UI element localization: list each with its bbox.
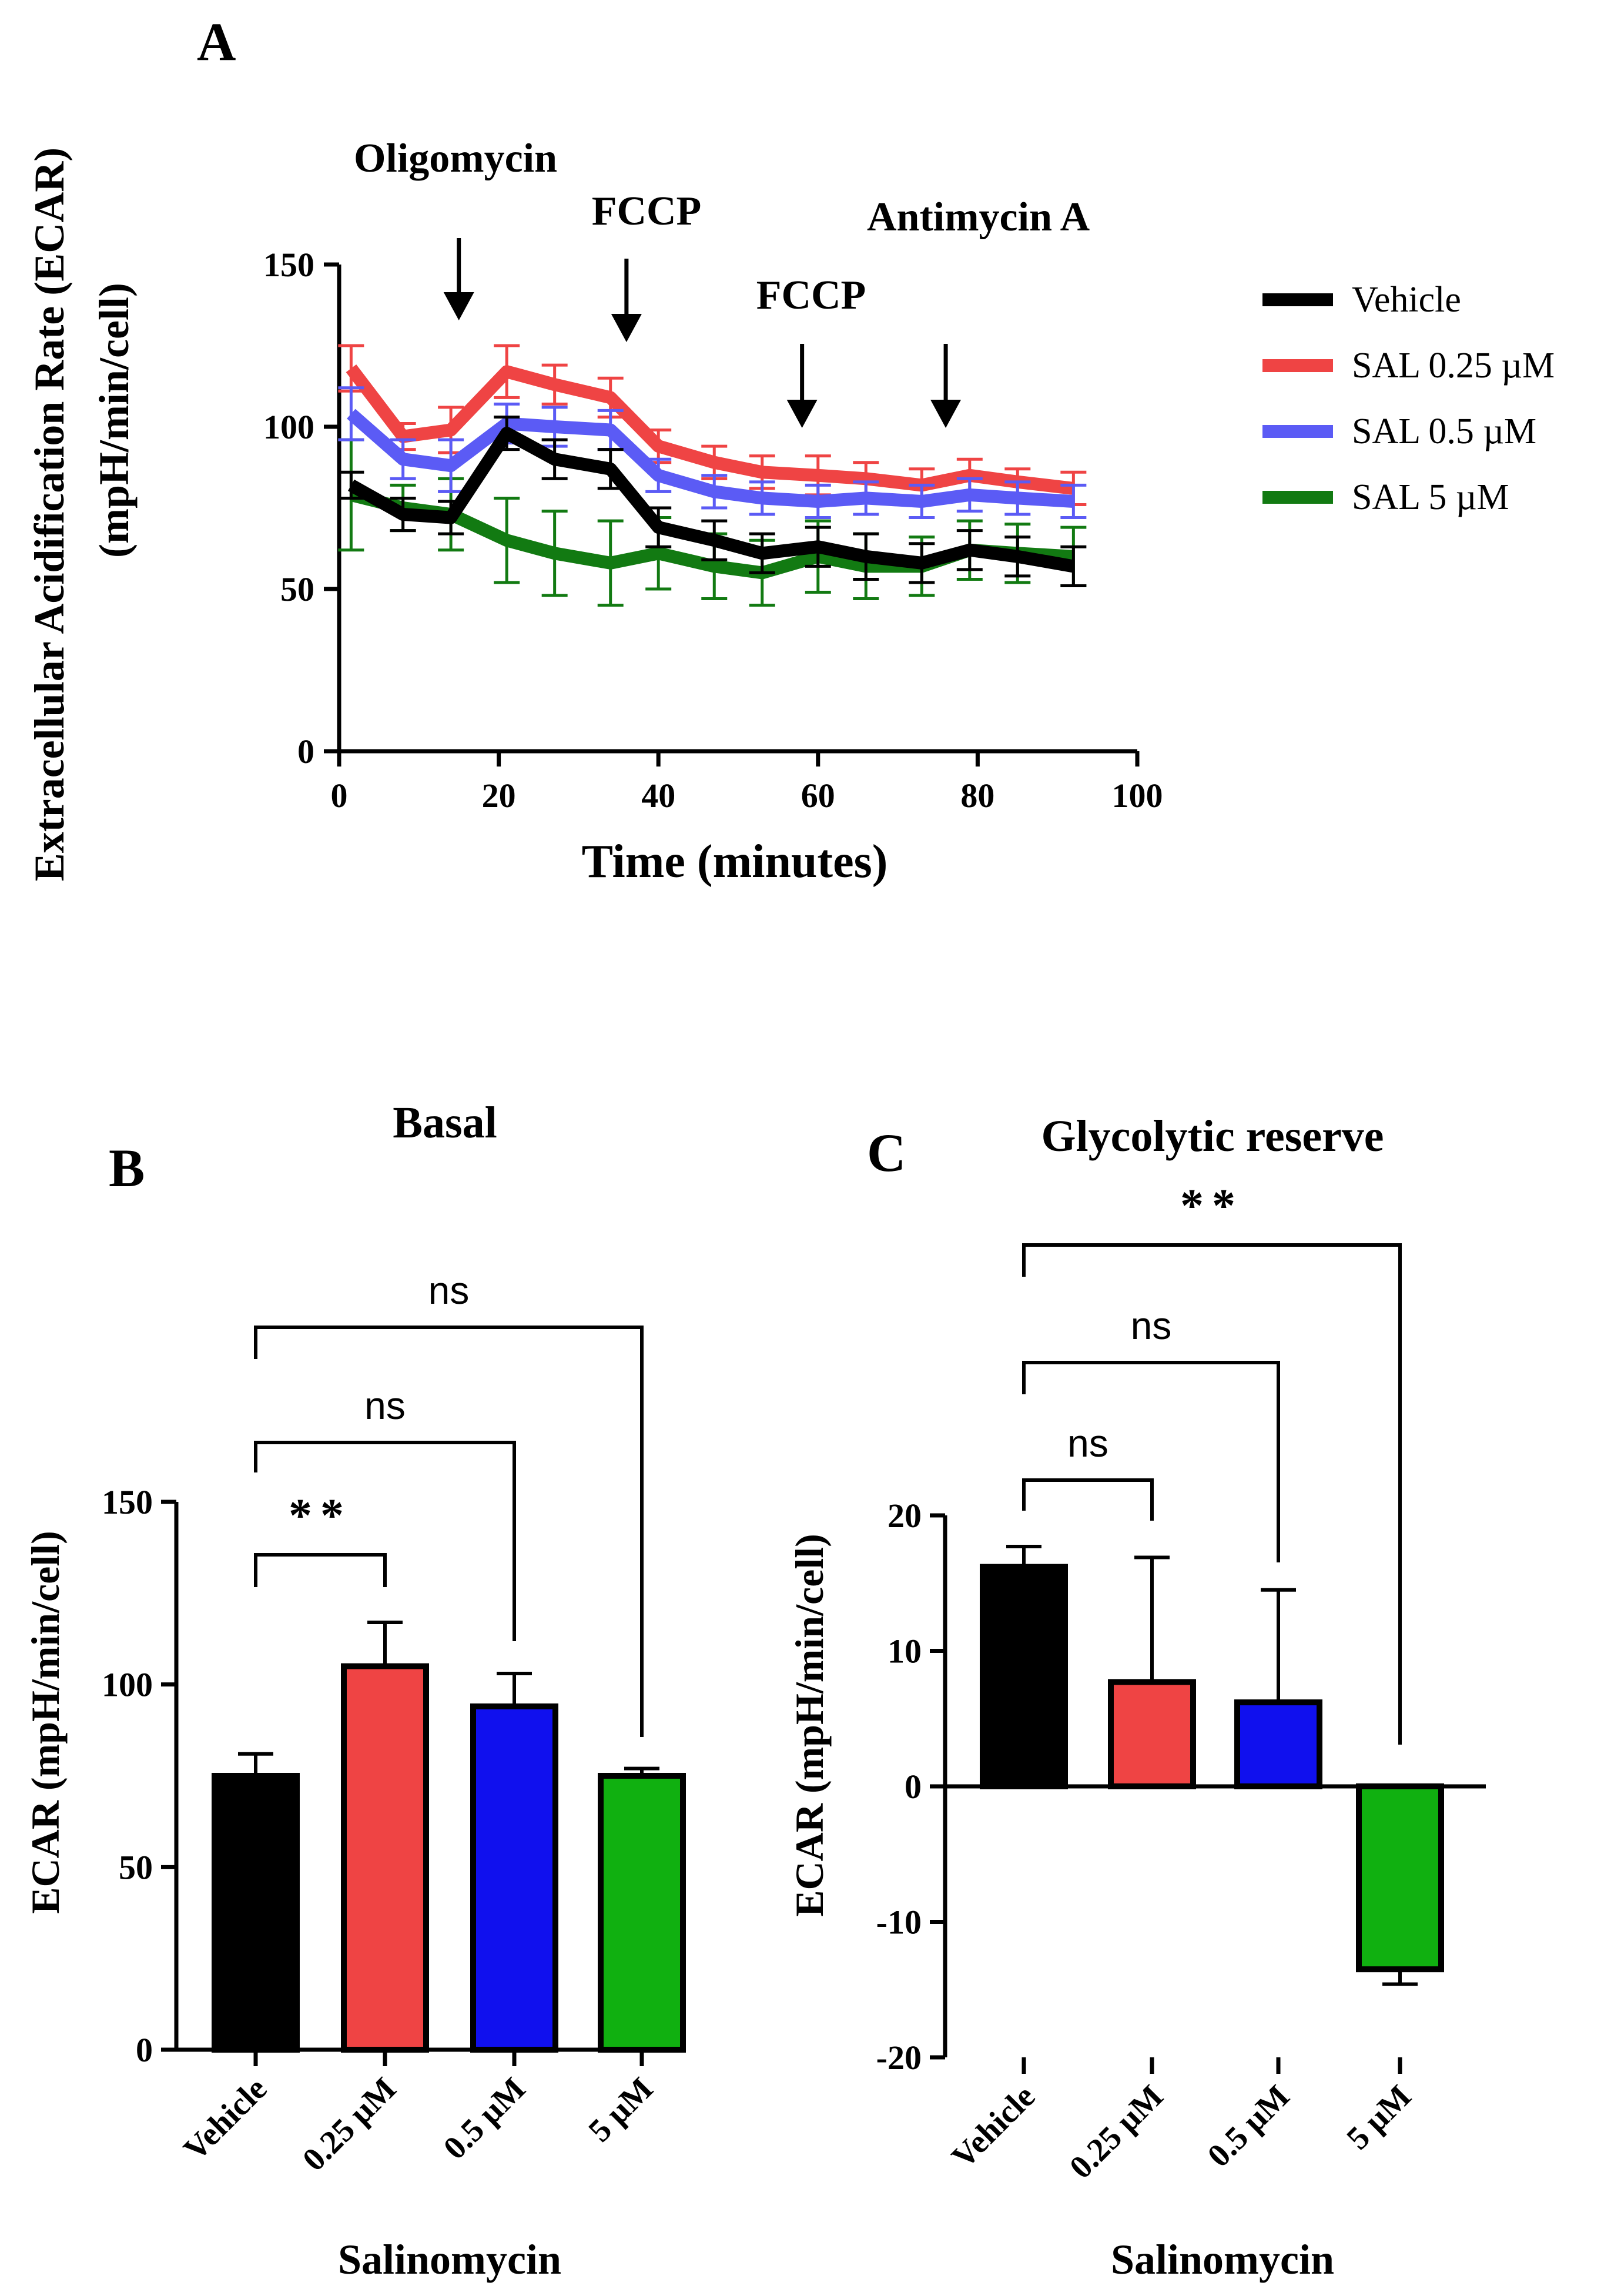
panel-a-x-tick-label: 20 [482,777,516,815]
panel-b-significance-label: ** [289,1490,352,1542]
panel-b-y-axis-label: ECAR (mpH/min/cell) [23,1531,68,1914]
panel-c-x-tick-label: 0.5 µM [1201,2078,1297,2174]
panel-b-significance-bracket [254,1441,516,1641]
panel-a-annotation-label: FCCP [756,273,866,318]
panel-a-x-tick-label: 80 [960,777,994,815]
panel-a-y-tick-label: 150 [263,246,314,284]
panel-a-series-2-line [347,409,1074,508]
panel-c-significance-label: ns [1131,1304,1172,1347]
panel-a-legend-label: SAL 0.25 µM [1352,346,1555,386]
panel-c-significance-bracket [1022,1243,1402,1745]
panel-b-title: Basal [393,1098,497,1147]
panel-c-x-tick-label: 0.25 µM [1063,2078,1170,2185]
panel-b-x-tick-label: Vehicle [177,2070,274,2168]
panel-c-x-tick-label: Vehicle [945,2078,1043,2175]
panel-a-x-tick-label: 0 [331,777,348,815]
panel-c-significance-bracket [1022,1478,1154,1521]
panel-c-x-axis-label: Salinomycin [1111,2236,1334,2283]
panel-a-x-axis-label: Time (minutes) [582,836,888,888]
panel-c-significance-label: ns [1067,1421,1108,1465]
panel-c-y-tick-label: -20 [876,2039,922,2077]
panel-label-a: A [197,12,236,72]
panel-b-x-axis-label: Salinomycin [338,2236,561,2283]
panel-a-legend-label: SAL 0.5 µM [1352,411,1536,451]
panel-label-c: C [867,1123,906,1183]
panel-a-arrow-head [443,292,474,320]
panel-b-bar [598,1773,686,2053]
panel-a-y-tick-label: 100 [263,408,314,446]
panel-c-bar [980,1564,1068,1790]
panel-c-y-axis-label: ECAR (mpH/min/cell) [787,1534,832,1917]
panel-a-arrow-head [786,400,818,428]
panel-b-significance-label: ns [364,1384,406,1427]
panel-a-y-axis-label-line1: Extracellular Acidification Rate (ECAR) [26,148,73,881]
panel-a-x-tick-label: 100 [1112,777,1163,815]
panel-a-annotation-label: Oligomycin [354,136,557,181]
panel-c-y-tick-label: -10 [876,1903,922,1942]
panel-b-significance-label: ns [428,1269,470,1312]
panel-a-x-tick-label: 60 [801,777,835,815]
panel-c-y-tick-label: 0 [905,1768,922,1806]
panel-a-legend-label: Vehicle [1352,280,1461,320]
panel-c-y-tick-label: 10 [887,1632,922,1671]
panel-b-bar-chart: 0 50 100 150 Vehicle 0.25 µM 0.5 µM 5 µM ** ns ns [102,1269,686,2178]
panel-b-x-tick-label: 0.5 µM [437,2070,532,2166]
panel-a-legend-label: SAL 5 µM [1352,477,1509,517]
panel-a-annotation-label: Antimycin A [867,195,1090,240]
panel-b-x-tick-label: 0.25 µM [296,2070,403,2178]
panel-b-y-tick-label: 50 [119,1848,153,1886]
panel-b-bar [212,1773,300,2053]
panel-c-significance-label: ** [1180,1180,1244,1232]
panel-b-bar [470,1703,558,2053]
panel-a-series-1-line [346,364,1074,495]
panel-c-x-tick-label: 5 µM [1339,2078,1418,2157]
panel-c-bar [1234,1699,1322,1790]
panel-c-bar [1356,1783,1444,1973]
panel-b-x-tick-label: 5 µM [581,2070,660,2149]
panel-c-title: Glycolytic reserve [1041,1112,1384,1161]
panel-a-arrow-head [611,314,642,342]
panel-a-series-0-line [348,427,1075,573]
panel-b-bar [341,1663,429,2053]
panel-b-significance-bracket [254,1553,387,1587]
panel-b-y-tick-label: 150 [102,1483,153,1521]
panel-c-bar-chart: -20 -10 0 10 20 Vehicle 0.25 µM 0.5 µM 5 µM ns ns *… [876,1180,1486,2186]
panel-b-significance-bracket [254,1326,644,1737]
panel-b-y-tick-label: 100 [102,1666,153,1704]
panel-a-arrow-head [930,400,962,428]
panel-a-y-axis-label-line2: (mpH/min/cell) [91,283,138,558]
panel-c-bar [1108,1679,1196,1789]
panel-c-significance-bracket [1022,1361,1280,1562]
panel-a-y-tick-label: 0 [297,732,314,771]
panel-a-x-tick-label: 40 [641,777,675,815]
panel-a-y-tick-label: 50 [280,570,314,608]
panel-c-y-tick-label: 20 [887,1497,922,1535]
panel-label-b: B [109,1138,145,1198]
panel-a-annotation-label: FCCP [592,189,702,234]
panel-b-y-tick-label: 0 [136,2031,153,2069]
